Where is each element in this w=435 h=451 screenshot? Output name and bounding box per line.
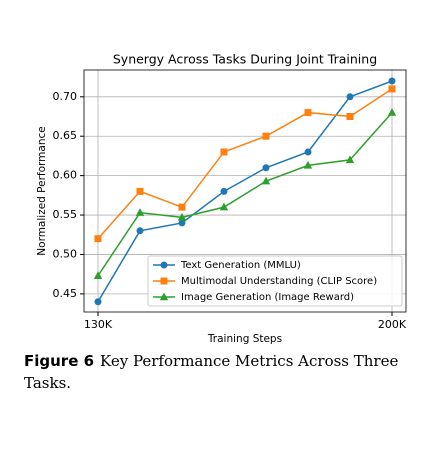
x-tick-label: 130K	[84, 318, 113, 331]
point	[178, 219, 186, 227]
point	[220, 148, 228, 156]
point	[262, 164, 270, 172]
point	[388, 77, 396, 85]
point	[136, 187, 144, 195]
point	[94, 235, 102, 243]
point	[177, 212, 187, 221]
x-tick-label: 200K	[378, 318, 407, 331]
legend-label: Image Generation (Image Reward)	[181, 292, 354, 303]
point	[93, 271, 103, 279]
y-tick-label: 0.45	[53, 287, 78, 300]
point	[178, 203, 186, 211]
point	[346, 93, 354, 101]
point	[262, 132, 270, 140]
x-axis-label: Training Steps	[207, 333, 282, 345]
chart: Synergy Across Tasks During Joint Traini…	[36, 52, 407, 346]
y-tick-label: 0.50	[53, 247, 78, 260]
point	[388, 85, 396, 93]
series-line	[97, 112, 393, 277]
plot-frame	[83, 69, 407, 313]
point	[219, 202, 229, 211]
series-line	[97, 80, 393, 303]
point	[346, 113, 354, 121]
point	[304, 148, 312, 156]
caption-label: Figure 6	[24, 352, 95, 370]
point	[94, 298, 102, 306]
point	[220, 187, 228, 195]
series-line	[97, 88, 393, 240]
y-tick-label: 0.60	[53, 169, 78, 182]
y-tick-label: 0.55	[53, 208, 78, 221]
legend-marker	[159, 292, 169, 301]
y-tick-label: 0.65	[53, 129, 78, 142]
figure-caption: Figure 6 Key Performance Metrics Across T…	[24, 350, 424, 394]
point	[261, 176, 271, 185]
legend-label: Multimodal Understanding (CLIP Score)	[181, 276, 377, 287]
point	[304, 109, 312, 117]
legend-marker	[160, 277, 168, 285]
caption-text: Key Performance Metrics Across Three Tas…	[24, 352, 399, 392]
y-axis-label: Normalized Performance	[36, 126, 48, 255]
point	[387, 108, 397, 116]
point	[135, 208, 145, 216]
legend-label: Text Generation (MMLU)	[180, 260, 301, 271]
y-tick-label: 0.70	[53, 90, 78, 103]
point	[136, 227, 144, 235]
point	[303, 160, 313, 169]
point	[345, 155, 355, 164]
legend-box	[147, 255, 403, 307]
chart-title: Synergy Across Tasks During Joint Traini…	[113, 52, 377, 67]
legend-marker	[160, 261, 168, 269]
